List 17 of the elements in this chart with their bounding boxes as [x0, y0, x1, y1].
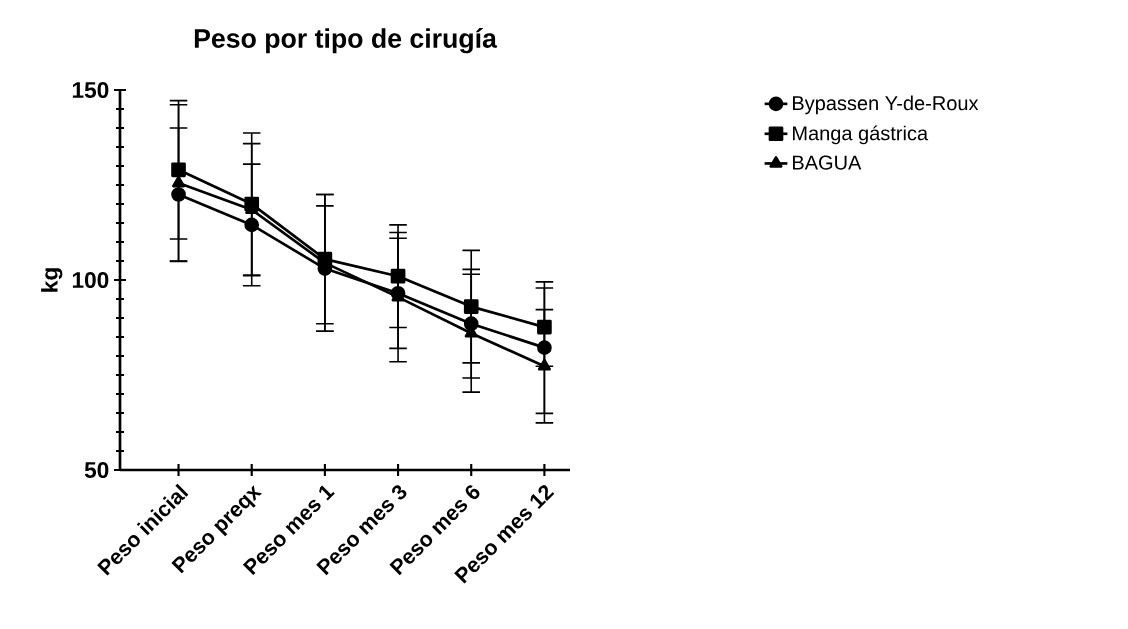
y-tick-label: 150 [72, 81, 109, 99]
point [172, 175, 186, 188]
y-tick-label: 50 [84, 461, 109, 479]
point [537, 340, 552, 355]
y-axis-title: kg [41, 268, 63, 292]
legend-label: BAGUA [793, 155, 862, 170]
legend-label: Bypassen Y-de-Roux [793, 95, 979, 115]
point [537, 358, 551, 371]
point [171, 187, 186, 202]
point [244, 217, 260, 233]
point [390, 268, 406, 284]
chart-title: Peso por tipo de cirugía [194, 28, 498, 54]
y-tick-label: 100 [72, 271, 109, 289]
point [463, 299, 479, 314]
point [537, 319, 552, 335]
legend-label: Manga gástrica [793, 125, 929, 145]
point [171, 162, 186, 178]
